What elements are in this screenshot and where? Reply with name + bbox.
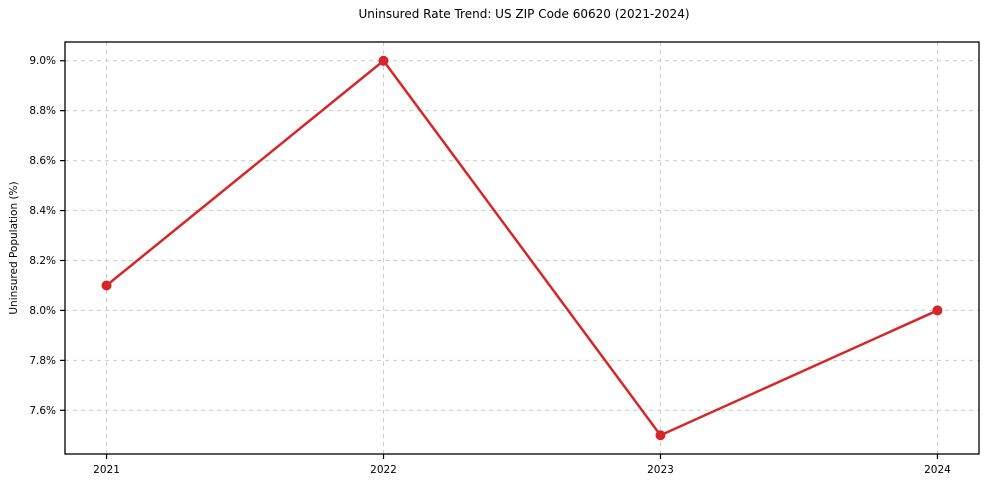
data-point-2021 xyxy=(101,280,112,291)
x-tick-label: 2022 xyxy=(370,464,397,476)
y-tick-label: 8.8% xyxy=(29,105,56,117)
chart-title: Uninsured Rate Trend: US ZIP Code 60620 … xyxy=(358,7,690,21)
x-tick-label: 2023 xyxy=(647,464,674,476)
trend-line xyxy=(105,59,939,437)
y-tick-label: 9.0% xyxy=(29,55,56,67)
x-tick-label: 2021 xyxy=(93,464,120,476)
y-tick-label: 8.6% xyxy=(29,155,56,167)
y-tick-label: 8.2% xyxy=(29,255,56,267)
data-point-2022 xyxy=(378,55,389,66)
y-tick-label: 8.0% xyxy=(29,305,56,317)
plot-border xyxy=(64,41,980,455)
y-tick-label: 8.4% xyxy=(29,205,56,217)
y-tick-label: 7.6% xyxy=(29,405,56,417)
y-tick-label: 7.8% xyxy=(29,355,56,367)
x-tick-label: 2024 xyxy=(924,464,951,476)
data-point-2024 xyxy=(932,305,943,316)
data-point-2023 xyxy=(655,430,666,441)
